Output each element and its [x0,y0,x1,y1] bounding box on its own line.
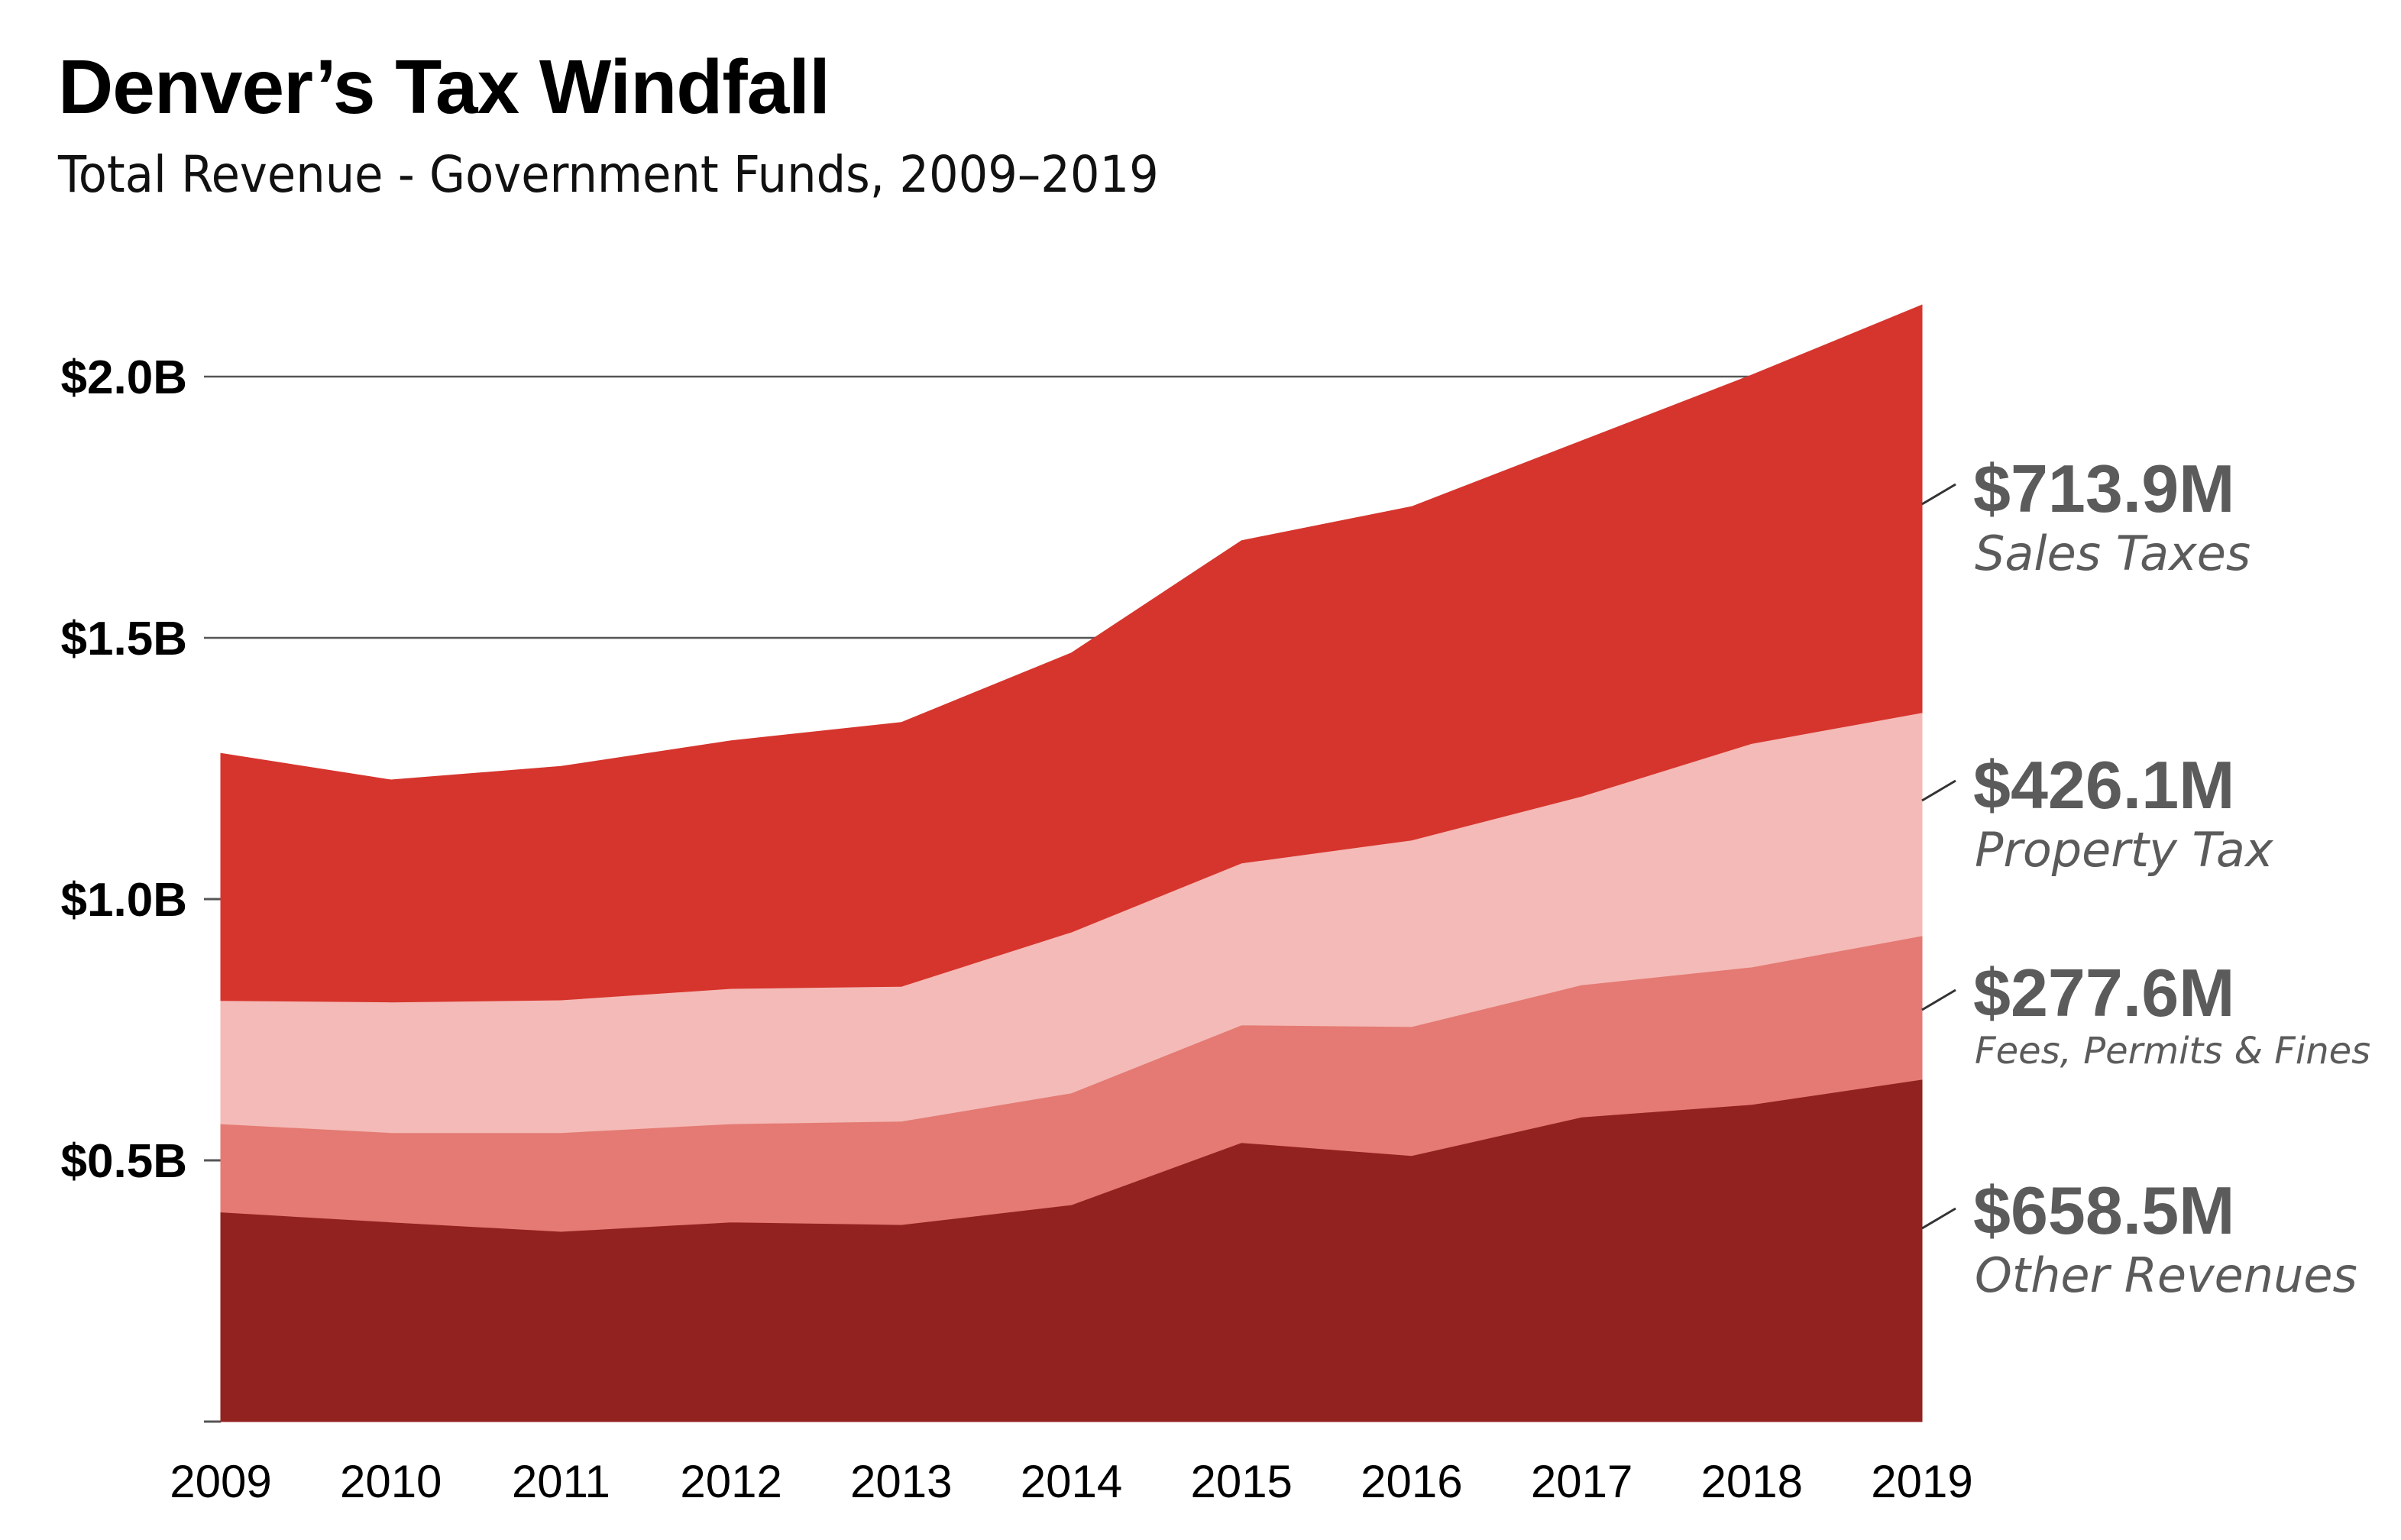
x-tick-label: 2011 [512,1456,610,1507]
series-end-name: Sales Taxes [1975,526,2251,581]
y-tick-label: $2.0B [61,351,187,404]
series-end-name: Property Tax [1975,822,2274,878]
x-tick-label: 2015 [1190,1456,1292,1507]
series-end-name: Fees, Permits & Fines [1975,1030,2370,1072]
x-tick-label: 2018 [1701,1456,1803,1507]
leader-line [1921,779,1956,802]
leader-line [1921,988,1956,1011]
area-series [220,304,1923,1422]
y-tick-label: $1.5B [61,613,187,665]
y-axis: $0.5B $1.0B $1.5B $2.0B [61,351,187,1188]
x-tick-label: 2009 [170,1456,271,1507]
series-end-value: $713.9M [1973,451,2234,526]
area-sales-taxes [220,304,1923,1003]
x-tick-label: 2013 [850,1456,952,1507]
series-end-name: Other Revenues [1975,1247,2357,1303]
x-axis: 2009 2010 2011 2012 2013 2014 2015 2016 2017 2018… [170,1456,1972,1507]
x-tick-label: 2016 [1361,1456,1462,1507]
chart-subtitle: Total Revenue - Government Funds, 2009–2… [58,145,1159,204]
leader-line [1921,483,1956,506]
y-tick-label: $1.0B [61,874,187,927]
series-end-value: $426.1M [1973,747,2234,823]
x-tick-label: 2012 [680,1456,781,1507]
x-tick-label: 2019 [1871,1456,1972,1507]
chart-title: Denver’s Tax Windfall [58,44,830,130]
series-end-value: $658.5M [1973,1173,2234,1248]
series-end-value: $277.6M [1973,955,2234,1030]
x-tick-label: 2014 [1021,1456,1122,1507]
y-tick-label: $0.5B [61,1135,187,1188]
leader-line [1921,1207,1956,1230]
x-tick-label: 2017 [1531,1456,1632,1507]
x-tick-label: 2010 [340,1456,442,1507]
